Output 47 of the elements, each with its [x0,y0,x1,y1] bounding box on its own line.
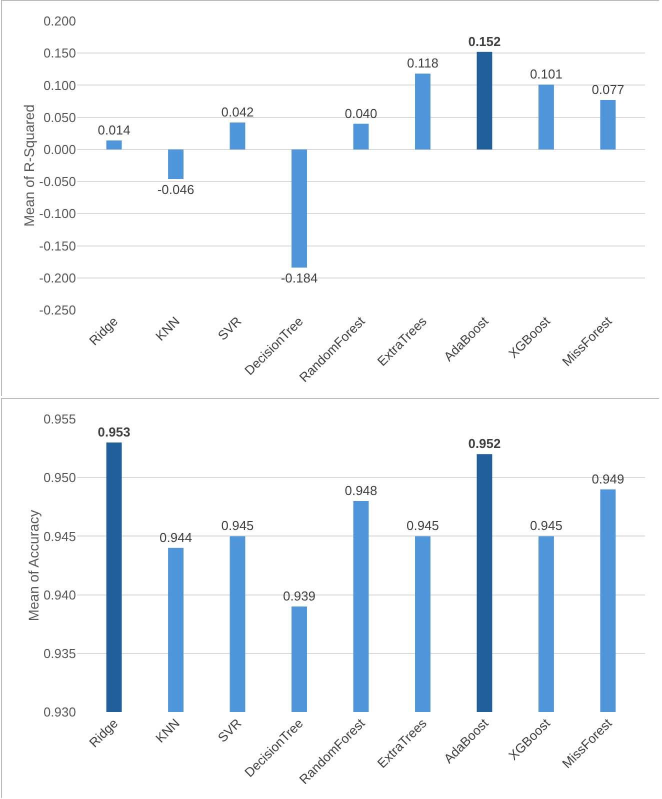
data-label: 0.948 [344,483,378,498]
data-label: 0.953 [98,424,130,440]
data-label: 0.152 [468,34,501,49]
y-tick-label: 0.200 [43,14,76,29]
data-label: 0.945 [406,518,440,534]
bar [230,122,246,150]
y-tick-label: 0.940 [43,587,76,602]
data-label: -0.046 [157,182,194,197]
bar [168,149,184,179]
bar [538,84,554,150]
y-tick-label: 0.950 [43,470,76,486]
y-tick-label: -0.200 [39,270,76,286]
y-tick-label: -0.100 [39,206,76,222]
data-label: 0.945 [221,518,254,534]
bar [600,100,616,150]
y-tick-label: 0.930 [43,704,76,720]
data-label: 0.945 [530,518,562,534]
y-tick-label: 0.000 [43,142,76,157]
y-tick-label: 0.955 [43,412,76,427]
x-tick-label: SVR [214,716,244,746]
y-axis-title: Mean of R-Squared [21,104,38,227]
data-label: 0.077 [592,82,624,97]
data-label: 0.949 [592,471,624,486]
data-label: 0.014 [98,122,130,138]
data-label: -0.184 [280,270,318,286]
data-label: 0.944 [160,530,192,545]
y-tick-label: -0.150 [39,238,76,254]
data-label: 0.101 [530,66,562,82]
y-tick-label: 0.150 [43,46,76,61]
bar [353,124,369,150]
y-tick-label: -0.050 [39,174,76,190]
y-tick-label: -0.250 [39,302,76,318]
data-label: 0.939 [282,588,316,604]
y-tick-label: 0.935 [43,646,76,661]
y-tick-label: 0.100 [43,78,76,93]
data-label: 0.040 [344,106,378,121]
data-label: 0.042 [221,104,254,120]
data-label: 0.952 [468,436,501,452]
bar [106,140,122,150]
y-tick-label: 0.945 [43,528,76,544]
bar [476,52,492,150]
bar [415,74,430,150]
y-axis-title: Mean of Accuracy [25,510,42,622]
y-tick-label: 0.050 [43,110,76,125]
bar [292,149,307,268]
data-label: 0.118 [406,56,439,71]
x-tick-label: SVR [214,314,244,344]
